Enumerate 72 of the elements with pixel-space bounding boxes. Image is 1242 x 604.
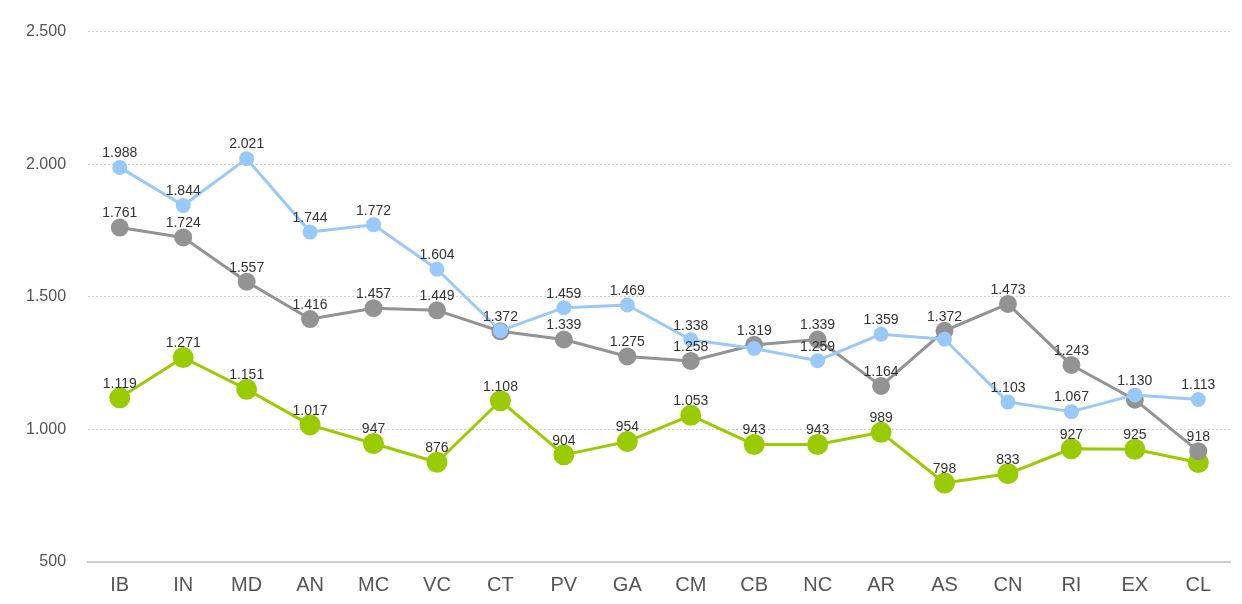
- data-label: 1.557: [229, 258, 265, 275]
- data-label: 1.130: [1117, 371, 1153, 388]
- data-label: 925: [1123, 426, 1147, 443]
- data-label: 904: [552, 431, 576, 448]
- data-label: 1.604: [419, 246, 455, 263]
- data-label: 1.724: [165, 214, 201, 231]
- data-label: 1.151: [229, 366, 265, 383]
- data-label: 1.844: [165, 182, 201, 199]
- data-label: 1.457: [356, 285, 392, 302]
- data-label: 1.449: [419, 287, 455, 304]
- y-tick-label: 1.500: [25, 287, 67, 305]
- x-tick-label: IB: [110, 572, 130, 595]
- data-label: 1.772: [356, 201, 392, 218]
- data-label: 1.271: [165, 334, 201, 351]
- data-label: 1.469: [609, 281, 646, 298]
- data-label: 1.372: [926, 307, 963, 324]
- data-label: 918: [1186, 428, 1211, 445]
- data-label: 1.372: [482, 307, 519, 324]
- data-label: 1.275: [609, 333, 646, 350]
- x-tick-label: MC: [357, 572, 390, 595]
- data-label: 1.259: [800, 337, 836, 354]
- data-label: 947: [361, 420, 386, 437]
- x-tick-label: IN: [173, 572, 194, 595]
- data-label: 1.459: [546, 284, 582, 301]
- x-tick-label: GA: [612, 572, 643, 595]
- x-tick-label: VC: [423, 572, 451, 595]
- data-label: 1.243: [1053, 341, 1090, 358]
- data-label: 1.416: [292, 295, 328, 312]
- data-label: 1.017: [292, 401, 328, 418]
- data-label: 1.338: [673, 316, 709, 333]
- data-label: 1.103: [990, 378, 1026, 395]
- y-tick-label: 1.000: [25, 419, 67, 437]
- x-tick-label: NC: [803, 572, 833, 595]
- x-tick-label: AR: [867, 572, 895, 595]
- x-tick-label: MD: [231, 572, 263, 595]
- x-tick-label: PV: [550, 572, 578, 595]
- data-label: 1.119: [102, 374, 137, 391]
- x-tick-label: CB: [740, 572, 769, 595]
- x-tick-label: CM: [675, 572, 707, 595]
- data-label: 833: [996, 450, 1020, 467]
- x-tick-label: AS: [931, 572, 958, 595]
- data-label: 1.164: [863, 362, 899, 379]
- y-tick-label: 2.000: [25, 154, 67, 172]
- data-label: 1.113: [1181, 376, 1216, 393]
- data-label: 798: [932, 459, 957, 476]
- data-label: 1.761: [102, 204, 138, 221]
- data-label: 1.053: [673, 392, 709, 409]
- data-label: 876: [425, 439, 449, 456]
- data-label: 1.359: [863, 311, 899, 328]
- data-label: 954: [615, 418, 640, 435]
- data-label: 1.339: [546, 316, 582, 333]
- data-label: 1.258: [673, 337, 709, 354]
- data-label: 1.067: [1053, 388, 1090, 405]
- y-tick-label: 2.500: [25, 22, 67, 40]
- x-tick-label: AN: [296, 572, 324, 595]
- data-label: 943: [742, 421, 767, 438]
- data-label: 2.021: [229, 135, 265, 152]
- x-tick-label: CT: [487, 572, 514, 595]
- data-label: 989: [869, 409, 893, 426]
- data-label: 927: [1059, 425, 1084, 442]
- data-label: 1.339: [800, 316, 836, 333]
- x-tick-label: CL: [1185, 572, 1212, 595]
- data-label: 1.473: [990, 280, 1026, 297]
- data-label: 1.988: [102, 144, 138, 161]
- data-label: 1.744: [292, 208, 328, 225]
- x-tick-label: EX: [1121, 572, 1149, 595]
- data-label: 1.108: [482, 377, 519, 394]
- data-label: 1.319: [736, 321, 772, 338]
- x-tick-label: CN: [993, 572, 1023, 595]
- x-tick-label: RI: [1061, 572, 1082, 595]
- y-tick-label: 500: [39, 552, 67, 570]
- data-label: 943: [805, 421, 830, 438]
